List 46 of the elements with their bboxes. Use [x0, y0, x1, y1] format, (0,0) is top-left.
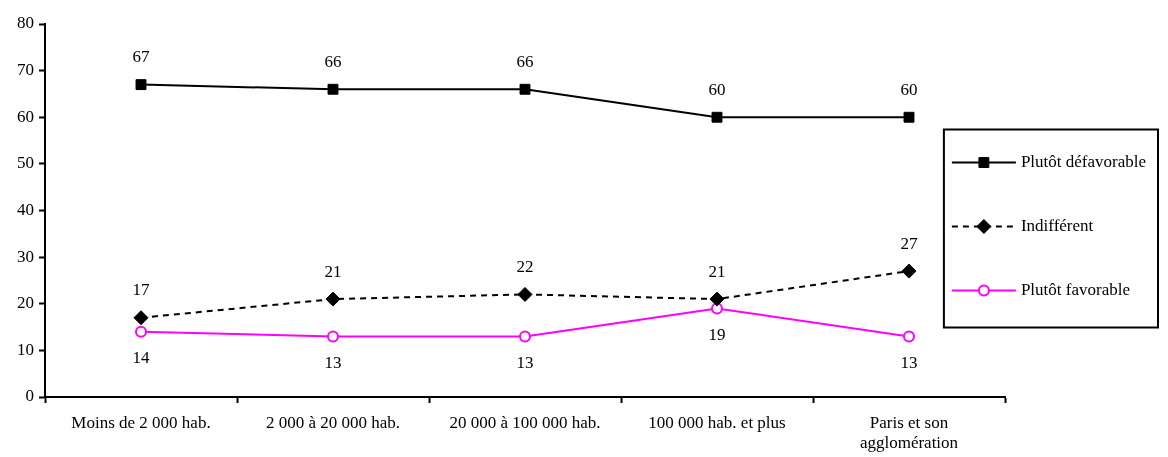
data-label: 67: [132, 47, 150, 67]
y-tick-label: 10: [17, 339, 34, 359]
y-tick-label: 70: [17, 60, 34, 80]
point: [325, 291, 341, 307]
data-label: 66: [324, 51, 342, 71]
data-label: 60: [900, 79, 918, 99]
point: [903, 111, 915, 123]
data-label: 14: [132, 348, 150, 368]
x-tick-label: 20 000 à 100 000 hab.: [449, 412, 601, 432]
point: [709, 291, 725, 307]
y-tick-label: 20: [17, 293, 34, 313]
y-tick-label: 80: [17, 13, 34, 33]
data-label: 13: [900, 352, 918, 372]
x-tick-label: Paris et son agglomération: [859, 412, 959, 453]
legend-label: Plutôt défavorable: [1020, 151, 1147, 171]
y-tick-label: 60: [17, 106, 34, 126]
data-label: 66: [516, 51, 534, 71]
point: [135, 325, 147, 338]
x-tick-label: 2 000 à 20 000 hab.: [265, 412, 401, 432]
data-label: 13: [324, 352, 342, 372]
legend-label: Indifférent: [1020, 215, 1094, 235]
data-label: 13: [516, 352, 534, 372]
y-tick-label: 50: [17, 153, 34, 173]
point: [517, 286, 533, 302]
y-tick-label: 0: [25, 386, 34, 406]
point: [903, 330, 915, 343]
point: [327, 330, 339, 343]
point: [135, 79, 147, 91]
point: [133, 310, 149, 326]
x-tick-label: 100 000 hab. et plus: [648, 412, 786, 432]
data-label: 27: [900, 233, 918, 253]
data-label: 17: [132, 280, 150, 300]
point: [327, 83, 339, 95]
data-label: 19: [708, 324, 726, 344]
y-tick-label: 30: [17, 246, 34, 266]
data-label: 21: [708, 261, 726, 281]
data-label: 60: [708, 79, 726, 99]
point: [711, 111, 723, 123]
data-label: 22: [516, 256, 534, 276]
x-tick-label: Moins de 2 000 hab.: [71, 412, 211, 432]
data-label: 21: [324, 261, 342, 281]
y-tick-label: 40: [17, 199, 34, 219]
point: [519, 83, 531, 95]
legend-label: Plutôt favorable: [1020, 279, 1130, 299]
point: [901, 263, 917, 279]
point: [519, 330, 531, 343]
